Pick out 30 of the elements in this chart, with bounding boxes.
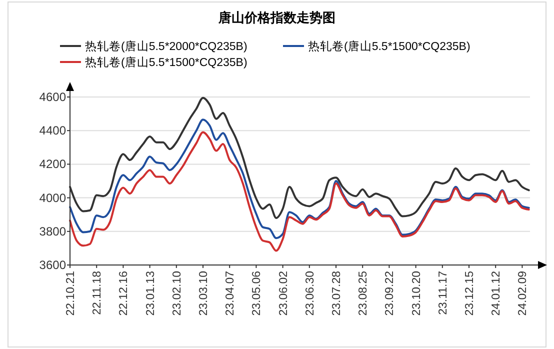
y-tick-label: 3800 [39, 224, 66, 238]
y-tick-label: 4000 [39, 190, 66, 205]
x-tick-label: 23.11.17 [437, 271, 450, 315]
x-tick-label: 23.07.28 [331, 271, 343, 316]
x-tick-label: 23.01.13 [144, 271, 157, 316]
x-tick-label: 23.02.10 [171, 271, 184, 316]
line-series [69, 131, 530, 252]
x-tick-label: 22.11.18 [92, 271, 104, 315]
x-tick-label: 22.12.16 [118, 271, 130, 316]
y-tick-label: 4600 [39, 90, 66, 104]
x-tick-label: 23.12.15 [464, 271, 476, 316]
y-tick-label: 4200 [39, 157, 66, 172]
y-tick-label: 3600 [39, 258, 66, 272]
legend-label: 热轧卷(唐山5.5*2000*CQ235B) [85, 39, 248, 53]
line-series [69, 118, 530, 240]
x-tick-label: 23.08.25 [358, 271, 370, 316]
x-tick-label: 24.02.09 [517, 271, 530, 316]
x-tick-label: 23.10.20 [410, 271, 423, 316]
x-tick-label: 23.06.02 [278, 271, 290, 316]
x-tick-label: 23.09.22 [384, 271, 396, 316]
x-tick-label: 23.03.10 [198, 271, 210, 316]
x-tick-label: 22.10.21 [65, 271, 77, 316]
chart-title: 唐山价格指数走势图 [218, 10, 336, 25]
legend-label: 热轧卷(唐山5.5*1500*CQ235B) [308, 39, 470, 53]
x-tick-label: 23.06.30 [304, 271, 316, 316]
x-tick-label: 23.05.06 [251, 271, 264, 316]
legend-label: 热轧卷(唐山5.5*1500*CQ235B) [85, 55, 248, 69]
x-tick-label: 23.04.07 [224, 271, 237, 316]
x-tick-label: 24.01.12 [490, 271, 503, 316]
y-tick-label: 4400 [39, 124, 66, 138]
